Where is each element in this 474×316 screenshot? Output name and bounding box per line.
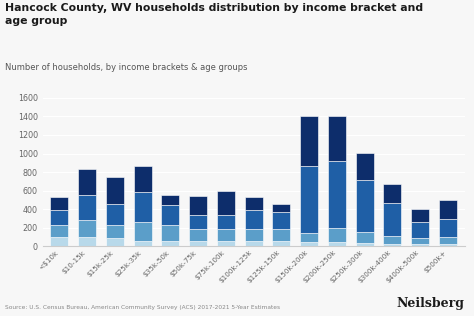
Bar [273,204,291,212]
Bar [50,197,68,210]
Bar [328,228,346,242]
Bar [161,241,179,246]
Bar [78,169,96,195]
Bar [245,241,263,246]
Bar [189,215,207,229]
Bar [106,238,124,246]
Bar [356,232,374,243]
Bar [328,161,346,228]
Bar [411,244,429,246]
Text: Source: U.S. Census Bureau, American Community Survey (ACS) 2017-2021 5-Year Est: Source: U.S. Census Bureau, American Com… [5,305,280,310]
Bar [245,210,263,229]
Bar [161,205,179,225]
Bar [300,166,318,233]
Bar [383,236,401,244]
Bar [439,200,457,219]
Bar [356,180,374,232]
Bar [161,225,179,241]
Bar [411,222,429,238]
Bar [106,177,124,204]
Bar [439,219,457,237]
Bar [356,153,374,180]
Bar [356,243,374,246]
Bar [217,191,235,215]
Bar [273,241,291,246]
Bar [273,212,291,229]
Bar [106,225,124,238]
Bar [189,241,207,246]
Text: Neilsberg: Neilsberg [397,297,465,310]
Bar [217,229,235,241]
Bar [50,237,68,246]
Bar [439,244,457,246]
Bar [189,196,207,215]
Bar [134,241,152,246]
Bar [411,238,429,244]
Bar [217,241,235,246]
Bar [328,116,346,161]
Bar [134,191,152,222]
Bar [134,222,152,241]
Bar [383,244,401,246]
Bar [217,215,235,229]
Bar [439,237,457,244]
Bar [245,229,263,241]
Bar [273,229,291,241]
Bar [300,233,318,242]
Bar [245,197,263,210]
Bar [383,203,401,236]
Bar [78,237,96,246]
Bar [50,210,68,225]
Bar [50,225,68,237]
Bar [161,195,179,205]
Bar [189,229,207,241]
Bar [383,184,401,203]
Text: Number of households, by income brackets & age groups: Number of households, by income brackets… [5,63,247,72]
Bar [411,209,429,222]
Bar [300,242,318,246]
Bar [78,221,96,237]
Text: Hancock County, WV households distribution by income bracket and
age group: Hancock County, WV households distributi… [5,3,423,26]
Bar [300,116,318,166]
Bar [78,195,96,221]
Bar [134,166,152,191]
Bar [328,242,346,246]
Bar [106,204,124,225]
